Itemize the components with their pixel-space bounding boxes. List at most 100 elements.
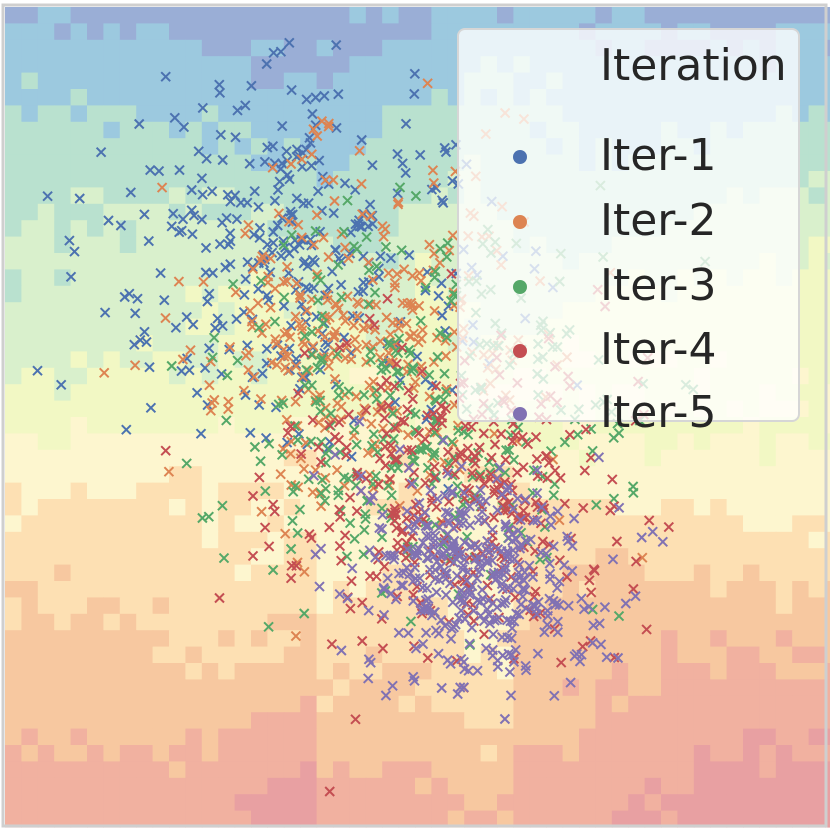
data-point (314, 395, 326, 406)
heatmap-cell (70, 745, 88, 762)
heatmap-cell (267, 72, 285, 90)
heatmap-cell (579, 810, 596, 828)
heatmap-cell (628, 728, 646, 746)
heatmap-cell (54, 499, 72, 516)
heatmap-cell (300, 56, 318, 74)
heatmap-cell (808, 597, 826, 615)
heatmap-cell (267, 745, 285, 762)
data-point (396, 342, 408, 353)
data-point (461, 575, 473, 586)
heatmap-cell (611, 695, 629, 713)
heatmap-cell (234, 466, 252, 484)
data-point (393, 333, 405, 344)
data-point (552, 616, 564, 627)
heatmap-cell (398, 712, 416, 730)
data-point (468, 493, 480, 505)
data-point (306, 326, 318, 338)
data-point (519, 566, 530, 578)
heatmap-cell (710, 449, 728, 467)
heatmap-cell (316, 761, 334, 779)
data-point (637, 552, 648, 563)
data-point (428, 422, 439, 433)
data-point (196, 214, 208, 225)
heatmap-cell (382, 745, 400, 762)
data-point (589, 565, 600, 576)
heatmap-cell (37, 433, 55, 451)
heatmap-cell (87, 417, 104, 434)
heatmap-cell (595, 794, 613, 812)
heatmap-cell (447, 745, 465, 762)
heatmap-cell (661, 482, 678, 500)
data-point (410, 376, 421, 388)
data-point (451, 570, 463, 582)
data-point (311, 130, 323, 142)
heatmap-cell (792, 515, 810, 533)
heatmap-cell (218, 794, 236, 812)
data-point (294, 289, 306, 301)
heatmap-cell (54, 154, 72, 172)
data-point (273, 399, 285, 410)
data-point (471, 573, 483, 584)
heatmap-cell (267, 105, 285, 123)
heatmap-cell (644, 449, 662, 467)
data-point (588, 620, 599, 631)
heatmap-cell (169, 187, 186, 205)
data-point (144, 164, 156, 176)
heatmap-cell (579, 728, 596, 746)
data-point (294, 504, 306, 515)
heatmap-cell (792, 745, 810, 762)
data-point (503, 532, 515, 544)
data-point (360, 473, 372, 484)
data-point (408, 328, 420, 339)
heatmap-cell (710, 810, 728, 828)
heatmap-cell (87, 449, 104, 467)
heatmap-cell (87, 695, 104, 713)
data-point (385, 440, 396, 451)
heatmap-cell (431, 728, 449, 746)
heatmap-cell (726, 564, 744, 582)
data-point (334, 504, 345, 515)
heatmap-cell (431, 7, 449, 24)
heatmap-cell (218, 138, 236, 156)
heatmap-cell (218, 646, 236, 664)
data-point (95, 146, 107, 158)
heatmap-cell (54, 253, 72, 270)
data-point (579, 465, 591, 476)
heatmap-cell (579, 663, 596, 680)
data-point (141, 336, 152, 348)
heatmap-cell (136, 138, 154, 156)
data-point (301, 305, 313, 316)
data-point (333, 88, 344, 100)
heatmap-cell (808, 23, 826, 41)
data-point (427, 165, 439, 176)
heatmap-cell (70, 581, 88, 598)
heatmap-cell (759, 597, 777, 615)
heatmap-cell (759, 581, 777, 598)
heatmap-cell (595, 433, 613, 451)
heatmap-cell (70, 548, 88, 566)
data-point (319, 495, 331, 507)
heatmap-cell (464, 728, 482, 746)
data-point (433, 290, 444, 302)
heatmap-cell (333, 548, 350, 566)
heatmap-cell (743, 564, 760, 582)
data-point (207, 267, 219, 279)
heatmap-cell (218, 679, 236, 697)
heatmap-cell (37, 400, 55, 418)
heatmap-cell (21, 187, 39, 205)
data-point (306, 160, 317, 171)
heatmap-cell (710, 581, 728, 598)
heatmap-cell (103, 630, 121, 648)
data-point (396, 245, 407, 256)
heatmap-cell (792, 663, 810, 680)
data-point (301, 94, 312, 105)
heatmap-cell (644, 745, 662, 762)
heatmap-cell (136, 466, 154, 484)
heatmap-cell (644, 499, 662, 516)
data-point (349, 424, 360, 435)
data-point (115, 220, 127, 231)
heatmap-cell (21, 121, 39, 139)
heatmap-cell (267, 482, 285, 500)
heatmap-cell (300, 39, 318, 57)
data-point (458, 656, 470, 668)
